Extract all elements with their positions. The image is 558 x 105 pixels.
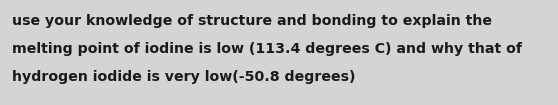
Text: use your knowledge of structure and bonding to explain the: use your knowledge of structure and bond… bbox=[12, 14, 492, 28]
Text: melting point of iodine is low (113.4 degrees C) and why that of: melting point of iodine is low (113.4 de… bbox=[12, 42, 522, 56]
Text: hydrogen iodide is very low(-50.8 degrees): hydrogen iodide is very low(-50.8 degree… bbox=[12, 70, 355, 84]
